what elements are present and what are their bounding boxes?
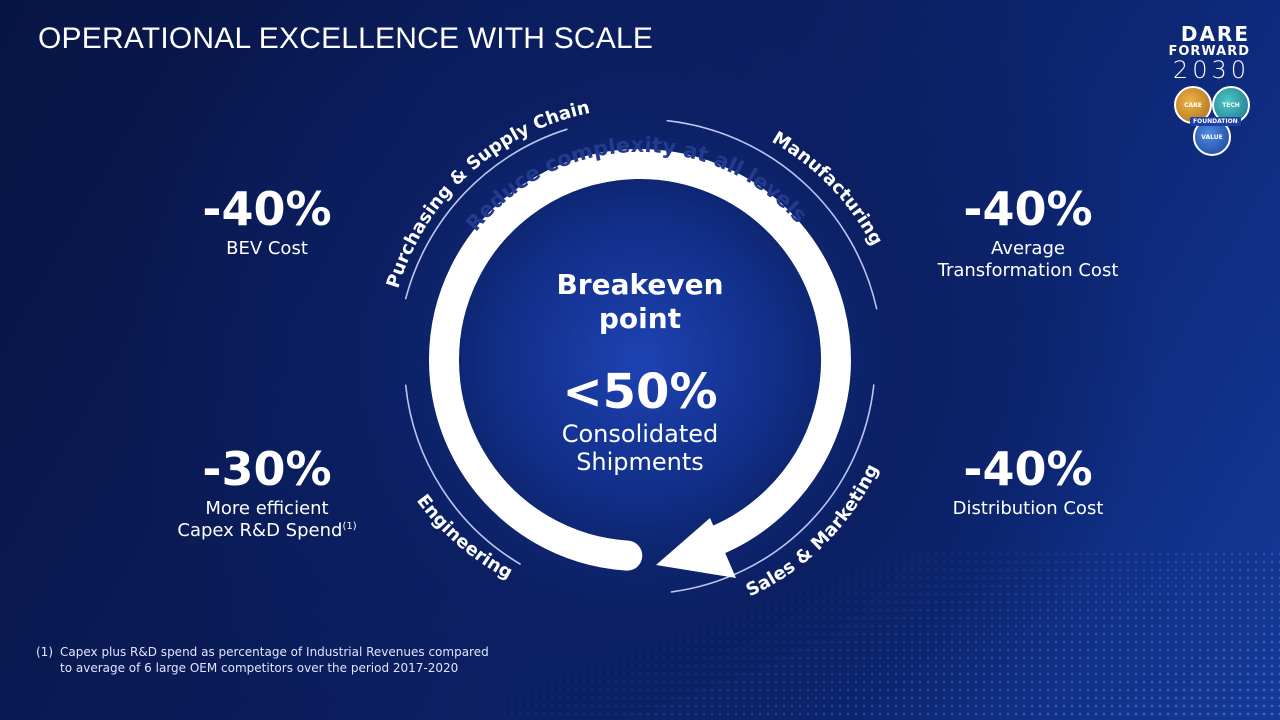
center-value: <50% bbox=[562, 364, 718, 420]
center-title-line: Breakeven bbox=[556, 268, 724, 301]
arc-engineering bbox=[404, 384, 521, 565]
center-title-line: point bbox=[598, 302, 682, 335]
footnote-text-1: Capex plus R&D spend as percentage of In… bbox=[60, 645, 489, 659]
stat-label: Average Transformation Cost bbox=[878, 238, 1178, 282]
stat-label-line: Distribution Cost bbox=[952, 498, 1104, 519]
footnote-line-1: (1) Capex plus R&D spend as percentage of… bbox=[36, 644, 489, 660]
stat-value: -30% bbox=[202, 442, 332, 496]
stat-label-line: Average bbox=[991, 238, 1065, 259]
stat-capex-rd: -30% More efficient Capex R&D Spend(1) bbox=[117, 446, 417, 542]
brand-line-3: 2030 bbox=[1172, 56, 1250, 84]
foundation-label: FOUNDATION bbox=[1190, 117, 1241, 126]
stat-label-line: Transformation Cost bbox=[937, 260, 1119, 281]
stat-label-line: BEV Cost bbox=[226, 238, 308, 259]
stat-label: BEV Cost bbox=[117, 238, 417, 260]
stat-label: More efficient Capex R&D Spend(1) bbox=[117, 498, 417, 542]
stat-transformation-cost: -40% Average Transformation Cost bbox=[878, 186, 1178, 282]
stat-label-line-with-footnote: Capex R&D Spend(1) bbox=[117, 520, 417, 542]
brand-line-2: FORWARD bbox=[1168, 44, 1250, 59]
cycle-arrow-head bbox=[656, 518, 736, 578]
stat-label: Distribution Cost bbox=[878, 498, 1178, 520]
center-label-line: Consolidated bbox=[561, 420, 719, 448]
footnote-text-2: to average of 6 large OEM competitors ov… bbox=[60, 661, 459, 675]
stat-value: -40% bbox=[963, 182, 1093, 236]
center-glow bbox=[410, 130, 870, 590]
stat-bev-cost: -40% BEV Cost bbox=[117, 186, 417, 260]
stat-value: -40% bbox=[202, 182, 332, 236]
stat-label-line: More efficient bbox=[205, 498, 329, 519]
arc-sales-marketing bbox=[670, 384, 875, 593]
stat-distribution-cost: -40% Distribution Cost bbox=[878, 446, 1178, 520]
page-title: OPERATIONAL EXCELLENCE WITH SCALE bbox=[38, 22, 654, 55]
center-label-line: Shipments bbox=[576, 448, 704, 476]
arc-manufacturing bbox=[666, 119, 878, 310]
arc-purchasing bbox=[404, 128, 568, 300]
stat-label-text: Capex R&D Spend bbox=[177, 520, 343, 541]
brand-logo: DARE FORWARD 2030 bbox=[1168, 24, 1250, 83]
cycle-arrow-body bbox=[429, 149, 851, 571]
footnote-mark: (1) bbox=[342, 521, 357, 532]
brand-badges: CARE TECH VALUE FOUNDATION bbox=[1174, 86, 1254, 164]
center-content: Breakeven point <50% Consolidated Shipme… bbox=[490, 268, 790, 476]
center-label: Consolidated Shipments bbox=[490, 420, 790, 476]
center-title: Breakeven point bbox=[490, 268, 790, 336]
footnote: (1) Capex plus R&D spend as percentage of… bbox=[36, 644, 489, 676]
stat-value: -40% bbox=[963, 442, 1093, 496]
footnote-number: (1) bbox=[36, 645, 53, 659]
brand-line-1: DARE bbox=[1180, 22, 1250, 46]
